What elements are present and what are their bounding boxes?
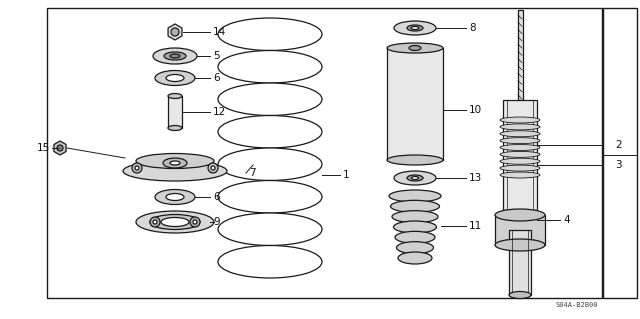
Ellipse shape — [392, 211, 438, 223]
Ellipse shape — [136, 211, 214, 233]
Bar — [518, 10, 523, 100]
Text: 6: 6 — [213, 192, 220, 202]
Text: 11: 11 — [469, 221, 483, 231]
Ellipse shape — [394, 21, 436, 35]
Ellipse shape — [398, 252, 432, 264]
Circle shape — [171, 28, 179, 36]
Ellipse shape — [150, 214, 200, 229]
Ellipse shape — [411, 26, 419, 29]
Ellipse shape — [218, 148, 322, 181]
Ellipse shape — [500, 145, 540, 151]
Ellipse shape — [166, 75, 184, 81]
Bar — [503, 100, 537, 210]
Ellipse shape — [500, 158, 540, 164]
Text: 4: 4 — [563, 215, 570, 225]
Ellipse shape — [136, 153, 214, 168]
Text: 1: 1 — [343, 170, 349, 180]
Ellipse shape — [390, 200, 440, 212]
Circle shape — [211, 166, 215, 170]
Ellipse shape — [394, 171, 436, 185]
Ellipse shape — [500, 117, 540, 123]
Ellipse shape — [218, 50, 322, 83]
Ellipse shape — [218, 181, 322, 213]
Ellipse shape — [387, 43, 443, 53]
Bar — [168, 96, 182, 128]
Ellipse shape — [409, 46, 421, 50]
Text: 5: 5 — [213, 51, 220, 61]
Bar — [603, 8, 637, 298]
Ellipse shape — [495, 209, 545, 221]
Text: 13: 13 — [469, 173, 483, 183]
Ellipse shape — [123, 161, 227, 181]
Ellipse shape — [163, 158, 187, 168]
Ellipse shape — [218, 18, 322, 50]
Ellipse shape — [170, 161, 180, 165]
Ellipse shape — [495, 239, 545, 251]
Text: 3: 3 — [615, 160, 621, 170]
Circle shape — [135, 166, 139, 170]
Circle shape — [57, 145, 63, 151]
Text: 8: 8 — [469, 23, 476, 33]
Text: 14: 14 — [213, 27, 227, 37]
Text: 15: 15 — [36, 143, 50, 153]
Text: 12: 12 — [213, 107, 227, 117]
Text: S04A-B2B00: S04A-B2B00 — [556, 302, 598, 308]
Bar — [509, 230, 531, 295]
Ellipse shape — [153, 48, 197, 64]
Ellipse shape — [170, 54, 180, 58]
Ellipse shape — [500, 124, 540, 130]
Ellipse shape — [166, 194, 184, 201]
Text: 2: 2 — [615, 140, 621, 150]
Ellipse shape — [395, 231, 435, 243]
Ellipse shape — [500, 165, 540, 171]
Ellipse shape — [394, 221, 436, 233]
Ellipse shape — [500, 137, 540, 144]
Ellipse shape — [168, 93, 182, 99]
Ellipse shape — [218, 213, 322, 246]
Ellipse shape — [155, 70, 195, 85]
Ellipse shape — [509, 292, 531, 299]
Ellipse shape — [500, 152, 540, 157]
Circle shape — [193, 220, 197, 224]
Ellipse shape — [412, 176, 419, 180]
Ellipse shape — [218, 83, 322, 115]
Bar — [387, 48, 443, 160]
Circle shape — [150, 217, 160, 227]
Ellipse shape — [500, 172, 540, 178]
Text: 6: 6 — [213, 73, 220, 83]
Ellipse shape — [168, 125, 182, 130]
Ellipse shape — [500, 131, 540, 137]
Circle shape — [208, 163, 218, 173]
Ellipse shape — [164, 52, 186, 60]
Bar — [401, 196, 429, 258]
Text: 10: 10 — [469, 105, 482, 115]
Ellipse shape — [155, 189, 195, 204]
Text: 9: 9 — [213, 217, 220, 227]
Circle shape — [153, 220, 157, 224]
Bar — [495, 215, 545, 245]
Ellipse shape — [387, 155, 443, 165]
Ellipse shape — [407, 25, 423, 31]
Text: 7: 7 — [249, 168, 255, 178]
Ellipse shape — [397, 242, 433, 254]
Ellipse shape — [161, 218, 189, 226]
Ellipse shape — [407, 175, 423, 181]
Circle shape — [190, 217, 200, 227]
Ellipse shape — [218, 115, 322, 148]
Ellipse shape — [218, 246, 322, 278]
Bar — [47, 8, 602, 298]
Ellipse shape — [389, 190, 441, 202]
Circle shape — [132, 163, 142, 173]
